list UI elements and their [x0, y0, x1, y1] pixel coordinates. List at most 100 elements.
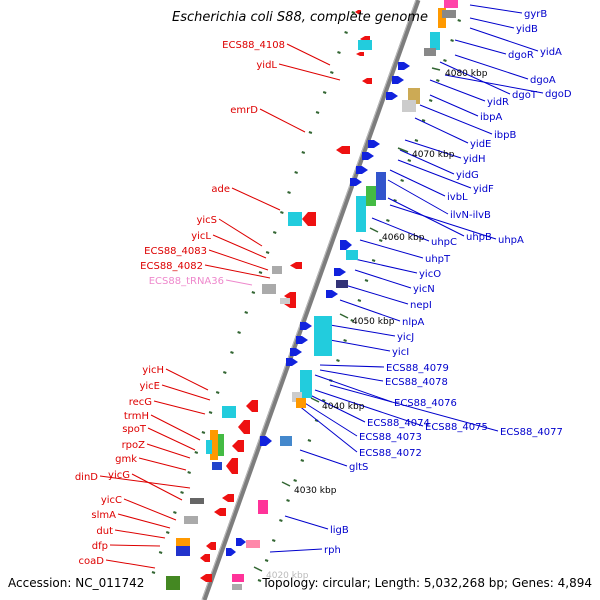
gene-arrow: [398, 62, 410, 70]
gene-arrow: [326, 290, 338, 298]
genome-summary-label: Topology: circular; Length: 5,032,268 bp…: [262, 576, 592, 590]
left-gene-label: yicH: [142, 365, 164, 376]
kbp-tick-labels: 4080 kbp 4070 kbp 4060 kbp 4050 kbp 4040…: [253, 67, 488, 581]
right-gene-label: gltS: [349, 462, 368, 473]
gene-block: [358, 40, 372, 50]
gene-block: [206, 440, 212, 454]
kbp-tick-label-4070: 4070 kbp: [412, 150, 455, 160]
gene-block: [258, 500, 268, 514]
left-gene-label: yicG: [108, 470, 130, 481]
gene-block: [288, 212, 302, 226]
right-gene-label: uhpB: [466, 232, 492, 243]
gene-block: [280, 436, 292, 446]
gene-block: [190, 498, 204, 504]
gene-block: [210, 430, 218, 460]
gene-block: [430, 32, 440, 50]
right-gene-label: yicJ: [397, 332, 414, 343]
left-gene-label: ECS88_4083: [144, 246, 207, 257]
gene-arrow: [214, 508, 226, 516]
gene-arrow: [302, 212, 316, 226]
right-gene-label: dgoR: [508, 50, 534, 61]
right-gene-label: dgoT: [512, 90, 538, 101]
kbp-tick-label-4060: 4060 kbp: [382, 233, 425, 243]
gene-arrow: [340, 240, 352, 250]
gene-block: [296, 398, 306, 408]
left-gene-label: ade: [211, 184, 230, 195]
gene-arrow: [238, 420, 250, 434]
gene-arrow: [356, 166, 368, 174]
left-gene-label: spoT: [122, 424, 147, 435]
gene-block: [336, 280, 348, 288]
right-gene-label: uhpA: [498, 235, 524, 246]
left-gene-label: emrD: [230, 105, 258, 116]
right-gene-label: yidG: [456, 170, 479, 181]
left-gene-label: yicL: [191, 231, 211, 242]
left-gene-label: coaD: [79, 556, 105, 567]
right-gene-label: ECS88_4074: [367, 418, 430, 429]
left-gene-label: recG: [129, 397, 152, 408]
gene-arrow: [290, 348, 302, 356]
kbp-tick-label-4080: 4080 kbp: [445, 69, 488, 79]
right-gene-label: ECS88_4079: [386, 363, 449, 374]
right-gene-label: ECS88_4077: [500, 427, 563, 438]
gene-arrow: [334, 268, 346, 276]
gene-arrow: [232, 440, 244, 452]
gene-arrow: [300, 322, 312, 330]
right-gene-label: yidH: [463, 154, 486, 165]
label-leader-lines: [99, 4, 544, 569]
gene-arrow: [386, 92, 398, 100]
left-gene-label: dfp: [92, 541, 108, 552]
gene-arrow: [296, 336, 308, 344]
gene-arrow: [226, 458, 238, 474]
gene-block: [272, 266, 282, 274]
kbp-tick-label-4040: 4040 kbp: [322, 402, 365, 412]
gene-arrow: [392, 76, 404, 84]
right-gene-label: ivbL: [447, 192, 468, 203]
gene-features: [166, 0, 458, 590]
right-gene-label: ECS88_4073: [359, 432, 422, 443]
left-gene-label: ECS88_tRNA36: [149, 276, 224, 287]
right-gene-label: uhpT: [425, 254, 451, 265]
right-gene-label: ligB: [330, 525, 349, 536]
gene-block: [356, 196, 366, 232]
gene-block: [176, 546, 190, 556]
genome-backbone: [201, 0, 421, 600]
left-gene-label: yicC: [101, 495, 122, 506]
right-gene-label: ECS88_4078: [385, 377, 448, 388]
right-gene-label: yicO: [419, 269, 441, 280]
right-gene-label: yidA: [540, 47, 562, 58]
left-gene-label: yicS: [196, 215, 217, 226]
gene-block: [402, 100, 416, 112]
gene-arrow: [286, 358, 298, 366]
gene-arrow: [260, 436, 272, 446]
kbp-tick-label-4030: 4030 kbp: [294, 486, 337, 496]
gene-arrow: [200, 554, 210, 562]
gene-block: [292, 392, 302, 402]
gene-arrow: [355, 10, 361, 14]
right-gene-label: ECS88_4075: [425, 422, 488, 433]
gene-arrow: [368, 140, 380, 148]
left-gene-label: trmH: [124, 411, 149, 422]
left-gene-labels: ECS88_4108 yidL emrD ade yicS yicL ECS88_4083 E…: [75, 40, 285, 567]
left-gene-label: yicE: [139, 381, 160, 392]
gene-block: [314, 316, 332, 356]
left-gene-label: ECS88_4108: [222, 40, 285, 51]
gene-block: [212, 462, 222, 470]
right-gene-label: yicI: [392, 347, 409, 358]
right-gene-label: nlpA: [402, 317, 424, 328]
right-gene-label: yidR: [487, 97, 509, 108]
left-gene-label: dinD: [75, 472, 98, 483]
gene-block: [366, 186, 376, 206]
right-gene-label: ibpB: [494, 130, 516, 141]
gene-block: [376, 172, 386, 200]
gene-block: [232, 574, 244, 582]
gene-arrow: [362, 78, 372, 84]
gene-block: [424, 48, 436, 56]
left-gene-label: dut: [96, 526, 113, 537]
left-gene-label: gmk: [115, 454, 137, 465]
right-gene-labels: gyrB yidB yidA dgoR dgoA dgoT dgoD yidR ibpA ibpB…: [324, 9, 572, 556]
gene-block: [218, 434, 224, 456]
right-gene-label: yidB: [516, 24, 538, 35]
kbp-tick-label-4050: 4050 kbp: [352, 317, 395, 327]
